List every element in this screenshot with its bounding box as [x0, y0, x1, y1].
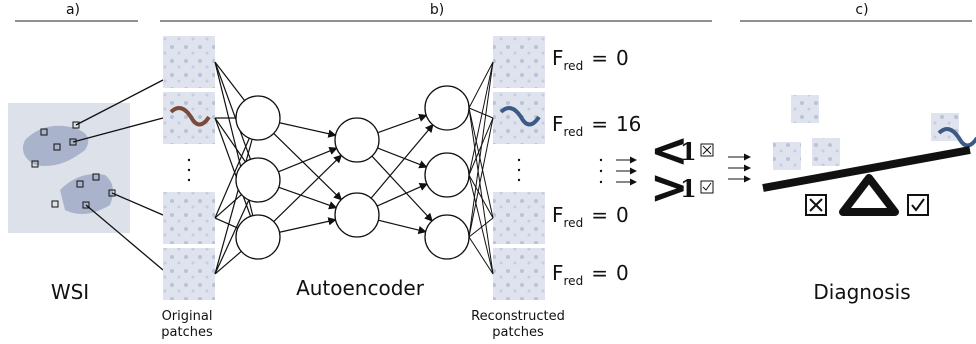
- node: [236, 158, 280, 202]
- patch: [163, 192, 215, 244]
- ellipsis-dot: [600, 181, 602, 183]
- node: [236, 96, 280, 140]
- section-label: a): [66, 2, 80, 18]
- score-relation: =: [591, 112, 608, 136]
- score-relation: =: [591, 261, 608, 285]
- original-label: Original: [162, 309, 213, 324]
- wsi-image: [8, 103, 130, 233]
- ellipsis-dot: [188, 169, 190, 171]
- node: [335, 193, 379, 237]
- edge: [279, 123, 335, 135]
- node: [425, 153, 469, 197]
- score-relation: =: [591, 46, 608, 70]
- section-label: c): [855, 2, 868, 18]
- score: Fred = 0: [552, 261, 629, 288]
- score-symbol: F: [552, 112, 564, 136]
- patch: [493, 192, 545, 244]
- score-subscript: red: [564, 216, 584, 230]
- wsi-label: WSI: [51, 280, 89, 304]
- edge: [377, 184, 427, 206]
- ellipsis-dot: [600, 170, 602, 172]
- score-subscript: red: [564, 274, 584, 288]
- score-symbol: F: [552, 203, 564, 227]
- score-symbol: F: [552, 261, 564, 285]
- reconstructed-label: Reconstructed: [471, 309, 565, 324]
- original-label: patches: [161, 325, 213, 340]
- autoencoder-label: Autoencoder: [296, 276, 425, 300]
- patch: [931, 113, 959, 141]
- patch: [163, 36, 215, 88]
- patch: [493, 36, 545, 88]
- icon-check: [703, 183, 711, 190]
- score-symbol: F: [552, 46, 564, 70]
- edge: [469, 108, 493, 218]
- patch: [791, 95, 819, 123]
- score-subscript: red: [564, 125, 584, 139]
- edge: [378, 148, 427, 167]
- ellipsis-dot: [600, 159, 602, 161]
- edge: [371, 125, 433, 198]
- score-value: 0: [616, 261, 629, 285]
- ellipsis-dot: [188, 179, 190, 181]
- node: [335, 118, 379, 162]
- icon-cross: [703, 146, 711, 154]
- icon-box: [701, 181, 713, 193]
- node: [425, 215, 469, 259]
- edge: [469, 62, 493, 175]
- edge: [279, 187, 337, 207]
- patch: [163, 248, 215, 300]
- score: Fred = 16: [552, 112, 641, 139]
- icon-box: [908, 195, 928, 215]
- fulcrum: [843, 178, 895, 212]
- score: Fred = 0: [552, 46, 629, 73]
- body: {"sections": [{"label": "a)"}, {"label":…: [0, 0, 976, 344]
- score: Fred = 0: [552, 203, 629, 230]
- ellipsis-dot: [188, 159, 190, 161]
- edge: [378, 115, 427, 132]
- score-subscript: red: [564, 59, 584, 73]
- section-label: b): [430, 2, 444, 18]
- icon-check: [912, 199, 924, 210]
- ellipsis-dot: [518, 169, 520, 171]
- score-value: 0: [616, 46, 629, 70]
- threshold: 1: [680, 174, 697, 203]
- edge: [378, 220, 425, 232]
- patch: [812, 138, 840, 166]
- scores: Fred = 0 Fred = 16 Fred = 0 Fred = 0: [552, 46, 641, 288]
- node: [236, 215, 280, 259]
- reconstructed-label: patches: [492, 325, 544, 340]
- patch: [493, 248, 545, 300]
- score-relation: =: [591, 203, 608, 227]
- patch: [773, 142, 801, 170]
- figure: a) b) c) WSI Original patches Autoencode…: [0, 0, 976, 344]
- ellipsis-dot: [518, 179, 520, 181]
- edge: [469, 237, 493, 274]
- score-value: 16: [616, 112, 641, 136]
- diagnosis-label: Diagnosis: [813, 280, 910, 304]
- page: Autoencoder pipeline body { margin: 0; b…: [0, 0, 976, 344]
- edge: [279, 220, 335, 232]
- edge: [274, 155, 342, 221]
- ellipsis-dot: [518, 159, 520, 161]
- icon-cross: [810, 199, 822, 211]
- node: [425, 86, 469, 130]
- score-value: 0: [616, 203, 629, 227]
- comparisons: <1>1: [650, 123, 697, 214]
- layout: [8, 21, 976, 300]
